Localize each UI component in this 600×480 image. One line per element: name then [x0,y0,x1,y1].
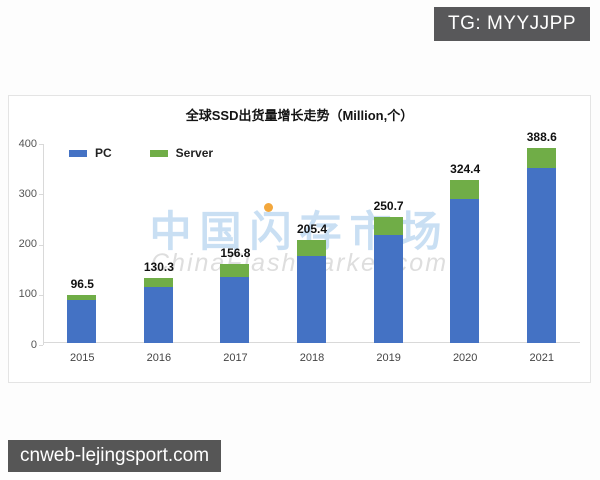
y-tick-label: 200 [18,238,37,250]
bar-segment-server [143,277,173,287]
bar-total-label: 156.8 [220,246,251,261]
bar-segment-pc [373,234,403,343]
bar-column-2017: 156.8 [197,142,274,343]
y-tick-mark [39,144,43,145]
y-tick-label: 100 [18,288,37,301]
bar-column-2015: 96.5 [44,142,121,343]
bar-segment-pc [143,286,173,343]
bar-total-label: 388.6 [526,129,557,144]
pc-color-swatch-icon [69,149,87,157]
x-tick-label: 2015 [70,352,95,364]
legend-label-server: Server [175,146,214,160]
bar-segment-server [220,264,250,277]
y-tick-label: 300 [18,187,37,200]
y-tick-label: 400 [18,137,37,150]
x-tick-label: 2021 [529,352,554,364]
y-axis-line [43,144,44,345]
bar-column-2019: 250.7 [350,142,427,343]
y-tick-mark [39,345,43,346]
chart-panel: 全球SSD出货量增长走势（Million,个） PC Server 中国闪存市场… [8,95,591,383]
bar-column-2016: 130.3 [121,142,198,343]
y-tick-mark [39,194,43,196]
plot-bars: 96.5 130.3 156.8 205.4 250.7 324.4 388.6 [44,130,580,343]
x-tick-label: 2018 [299,352,325,364]
x-tick-label: 2020 [452,352,478,364]
y-tick-mark [39,244,43,246]
bar-segment-server [67,294,97,300]
bar-column-2021: 388.6 [503,130,580,343]
bar-column-2020: 324.4 [427,142,504,343]
tg-contact-badge: TG: MYYJJPP [434,7,590,41]
bar-total-label: 205.4 [297,221,328,236]
bar-segment-pc [526,167,556,343]
x-tick-label: 2019 [376,352,401,364]
bar-total-label: 324.4 [450,162,481,176]
bar-segment-server [297,239,327,257]
legend-item-pc: PC [69,146,112,160]
bar-column-2018: 205.4 [274,142,351,343]
chart-title: 全球SSD出货量增长走势（Million,个） [185,108,414,123]
bar-total-label: 96.5 [70,276,94,291]
legend-label-pc: PC [95,146,112,160]
chart-legend: PC Server [69,146,213,160]
y-tick-mark [39,294,43,296]
bar-segment-pc [67,300,97,343]
bar-segment-pc [450,199,480,343]
bar-segment-server [373,217,403,235]
watermark-dot-icon [264,203,273,212]
bar-segment-server [450,180,480,200]
bar-segment-pc [297,256,327,343]
x-tick-label: 2016 [146,352,172,364]
bar-segment-pc [220,276,250,343]
legend-item-server: Server [149,146,214,160]
server-color-swatch-icon [149,149,168,157]
y-tick-label: 0 [30,338,37,351]
x-tick-label: 2017 [223,352,248,364]
bar-total-label: 130.3 [143,259,174,274]
site-watermark-badge: cnweb-lejingsport.com [8,440,222,472]
bar-total-label: 250.7 [373,199,404,213]
bar-segment-server [526,147,556,168]
x-axis-labels: 2015 2016 2017 2018 2019 2020 2021 [44,352,580,364]
